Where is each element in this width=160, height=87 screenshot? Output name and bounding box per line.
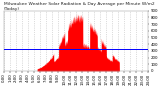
- Text: Milwaukee Weather Solar Radiation & Day Average per Minute W/m2 (Today): Milwaukee Weather Solar Radiation & Day …: [4, 2, 155, 11]
